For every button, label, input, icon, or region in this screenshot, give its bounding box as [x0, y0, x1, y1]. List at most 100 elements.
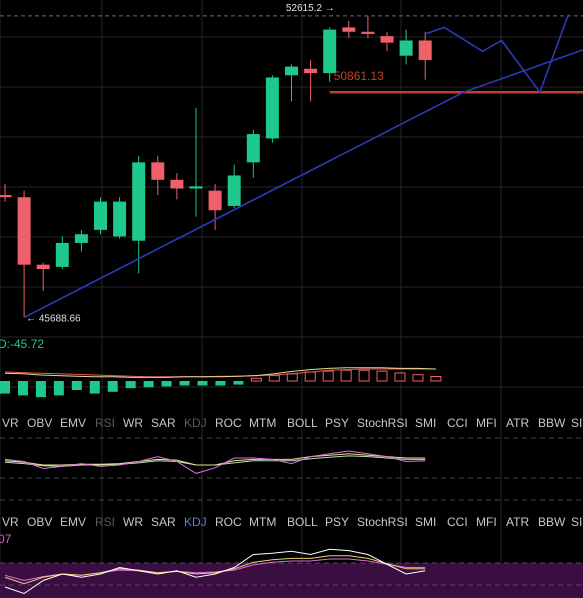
- macd-hist-bar-2: [35, 381, 46, 398]
- indicator-tab-boll[interactable]: BOLL: [287, 515, 318, 529]
- ind2-band: [0, 563, 583, 598]
- indicator-tab-mtm[interactable]: MTM: [249, 416, 277, 430]
- macd-hist-bar-18: [322, 370, 334, 382]
- indicator-tab-cci[interactable]: CCI: [447, 515, 468, 529]
- macd-hist-bar-4: [71, 381, 82, 390]
- macd-hist-bar-7: [125, 381, 136, 389]
- macd-hist-bar-13: [233, 381, 244, 385]
- macd-readout: D:-45.72: [0, 337, 45, 351]
- macd-hist-bar-0: [0, 381, 10, 394]
- indicator-tab-psy[interactable]: PSY: [325, 416, 350, 430]
- candle-body-17: [323, 29, 337, 74]
- macd-dea-line: [4, 368, 436, 378]
- macd-hist-bar-22: [394, 372, 406, 382]
- ind1-line-a: [4, 450, 426, 474]
- indicator-tab-smi[interactable]: SMI: [415, 515, 437, 529]
- candle-body-1: [17, 197, 31, 265]
- macd-hist-bar-20: [358, 369, 370, 382]
- indicator-tab-mtm[interactable]: MTM: [249, 515, 277, 529]
- macd-hist-bar-19: [340, 369, 352, 382]
- candle-body-11: [208, 190, 222, 211]
- indicator-tab-bbw[interactable]: BBW: [538, 416, 566, 430]
- high-price-label: 52615.2 →: [286, 3, 335, 14]
- indicator-tab-smi[interactable]: SMI: [415, 416, 437, 430]
- indicator-tab-bbw[interactable]: BBW: [538, 515, 566, 529]
- macd-hist-bar-1: [17, 381, 28, 396]
- macd-hist-bar-16: [286, 373, 298, 382]
- low-price-label: ← 45688.66: [26, 313, 81, 324]
- ind2-line-b: [4, 555, 426, 585]
- indicator-tab-si[interactable]: SI: [571, 416, 583, 430]
- macd-hist-bar-15: [268, 375, 280, 382]
- indicator-tabs-row-2: VR OBV EMV RSI WR SAR KDJ ROC MTM BOLL PSY StochRSI…: [0, 512, 583, 532]
- macd-hist-bar-8: [143, 381, 154, 388]
- candle-body-22: [418, 40, 432, 61]
- indicator-tab-cci[interactable]: CCI: [447, 416, 468, 430]
- candle-body-21: [399, 40, 413, 56]
- macd-hist-bar-6: [107, 381, 118, 392]
- indicator-tab-vr[interactable]: VR: [2, 515, 19, 529]
- indicator-tab-wr[interactable]: WR: [123, 515, 143, 529]
- candle-body-12: [227, 175, 241, 206]
- macd-dif-line: [4, 367, 436, 378]
- indicator-tab-vr[interactable]: VR: [2, 416, 19, 430]
- macd-hist-bar-9: [161, 381, 172, 387]
- trendline-1: [424, 14, 570, 94]
- price-line-label: 50861.13: [334, 69, 384, 83]
- macd-hist-bar-24: [430, 376, 442, 382]
- indicator-tab-wr[interactable]: WR: [123, 416, 143, 430]
- candle-body-0: [0, 195, 12, 198]
- indicator-tab-atr[interactable]: ATR: [506, 515, 530, 529]
- macd-hist-bar-21: [376, 370, 388, 382]
- indicator-tab-si[interactable]: SI: [571, 515, 583, 529]
- indicator-tab-kdj[interactable]: KDJ: [184, 515, 207, 529]
- indicator-tab-emv[interactable]: EMV: [60, 515, 87, 529]
- candle-body-7: [132, 162, 146, 241]
- trendline-0: [23, 48, 583, 319]
- indicator-tab-obv[interactable]: OBV: [27, 416, 53, 430]
- candle-body-3: [55, 242, 69, 267]
- indicator-tab-rsi[interactable]: RSI: [95, 416, 116, 430]
- candle-body-8: [151, 162, 165, 180]
- indicator-tab-mfi[interactable]: MFI: [476, 416, 497, 430]
- indicator-tab-psy[interactable]: PSY: [325, 515, 350, 529]
- ind2-line-a: [4, 548, 426, 595]
- candle-body-13: [246, 134, 260, 163]
- candle-body-18: [342, 27, 356, 32]
- candle-body-2: [36, 264, 50, 270]
- indicator-tab-stochrsi[interactable]: StochRSI: [357, 515, 408, 529]
- candle-body-4: [74, 234, 88, 243]
- macd-hist-bar-12: [215, 381, 226, 386]
- candle-body-19: [361, 31, 375, 34]
- indicator-tab-mfi[interactable]: MFI: [476, 515, 497, 529]
- macd-hist-bar-17: [304, 371, 316, 382]
- candle-body-14: [265, 77, 279, 139]
- indicator-tab-stochrsi[interactable]: StochRSI: [357, 416, 408, 430]
- indicator-tab-boll[interactable]: BOLL: [287, 416, 318, 430]
- macd-hist-bar-23: [412, 374, 424, 382]
- candle-body-5: [94, 201, 107, 230]
- indicator-tab-emv[interactable]: EMV: [60, 416, 87, 430]
- indicator-tab-atr[interactable]: ATR: [506, 416, 530, 430]
- indicator-tab-roc[interactable]: ROC: [215, 416, 242, 430]
- indicator-tab-sar[interactable]: SAR: [151, 515, 176, 529]
- indicator-tab-rsi[interactable]: RSI: [95, 515, 116, 529]
- candle-body-15: [285, 66, 298, 76]
- indicator-tab-obv[interactable]: OBV: [27, 515, 53, 529]
- indicator-tab-roc[interactable]: ROC: [215, 515, 242, 529]
- candle-body-9: [170, 179, 184, 189]
- macd-hist-bar-3: [53, 381, 64, 396]
- macd-hist-bar-11: [197, 381, 208, 386]
- macd-hist-bar-5: [89, 381, 100, 394]
- indicator2-readout: 07: [0, 532, 12, 546]
- indicator-tabs-row-1: VR OBV EMV RSI WR SAR KDJ ROC MTM BOLL PSY StochRSI…: [0, 413, 583, 433]
- macd-hist-bar-10: [179, 381, 190, 386]
- candle-body-20: [380, 36, 394, 43]
- candle-body-10: [189, 186, 203, 189]
- indicator-tab-kdj[interactable]: KDJ: [184, 416, 207, 430]
- candle-body-6: [113, 201, 127, 237]
- macd-hist-bar-14: [250, 377, 262, 382]
- indicator-tab-sar[interactable]: SAR: [151, 416, 176, 430]
- ind1-line-b: [4, 453, 426, 466]
